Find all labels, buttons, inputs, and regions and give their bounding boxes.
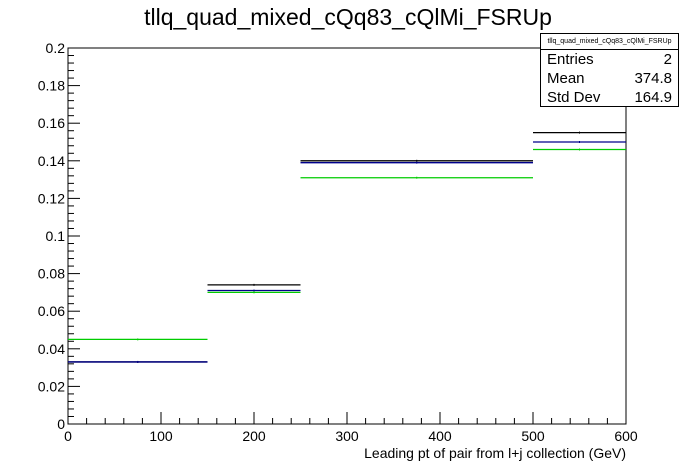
stats-box-name: tllq_quad_mixed_cQq83_cQlMi_FSRUp xyxy=(541,34,678,50)
stats-row-mean: Mean 374.8 xyxy=(541,69,678,88)
stats-value: 164.9 xyxy=(634,89,672,106)
y-tick-label: 0.14 xyxy=(38,153,65,169)
x-tick-label: 200 xyxy=(242,428,266,444)
x-tick-label: 100 xyxy=(149,428,173,444)
y-tick-label: 0.2 xyxy=(46,40,66,56)
stats-row-entries: Entries 2 xyxy=(541,50,678,69)
x-tick-label: 600 xyxy=(614,428,638,444)
chart-title: tllq_quad_mixed_cQq83_cQlMi_FSRUp xyxy=(144,4,552,30)
y-tick-label: 0.08 xyxy=(38,266,65,282)
y-tick-label: 0.02 xyxy=(38,378,65,394)
y-tick-label: 0.1 xyxy=(46,228,66,244)
x-tick-label: 300 xyxy=(335,428,359,444)
y-tick-label: 0.04 xyxy=(38,341,65,357)
y-tick-label: 0.06 xyxy=(38,303,65,319)
y-tick-label: 0.18 xyxy=(38,78,65,94)
stats-row-stddev: Std Dev 164.9 xyxy=(541,88,678,107)
stats-box: tllq_quad_mixed_cQq83_cQlMi_FSRUp Entrie… xyxy=(540,33,679,107)
stats-value: 374.8 xyxy=(634,70,672,87)
stats-label: Std Dev xyxy=(547,89,601,106)
y-tick-label: 0.12 xyxy=(38,190,65,206)
y-tick-label: 0.16 xyxy=(38,115,65,131)
stats-label: Mean xyxy=(547,70,585,87)
y-tick-label: 0 xyxy=(57,416,65,432)
x-axis-label: Leading pt of pair from l+j collection (… xyxy=(364,445,626,461)
x-tick-label: 0 xyxy=(64,428,72,444)
stats-label: Entries xyxy=(547,51,594,68)
x-tick-label: 400 xyxy=(428,428,452,444)
x-tick-label: 500 xyxy=(521,428,545,444)
stats-value: 2 xyxy=(663,51,672,68)
